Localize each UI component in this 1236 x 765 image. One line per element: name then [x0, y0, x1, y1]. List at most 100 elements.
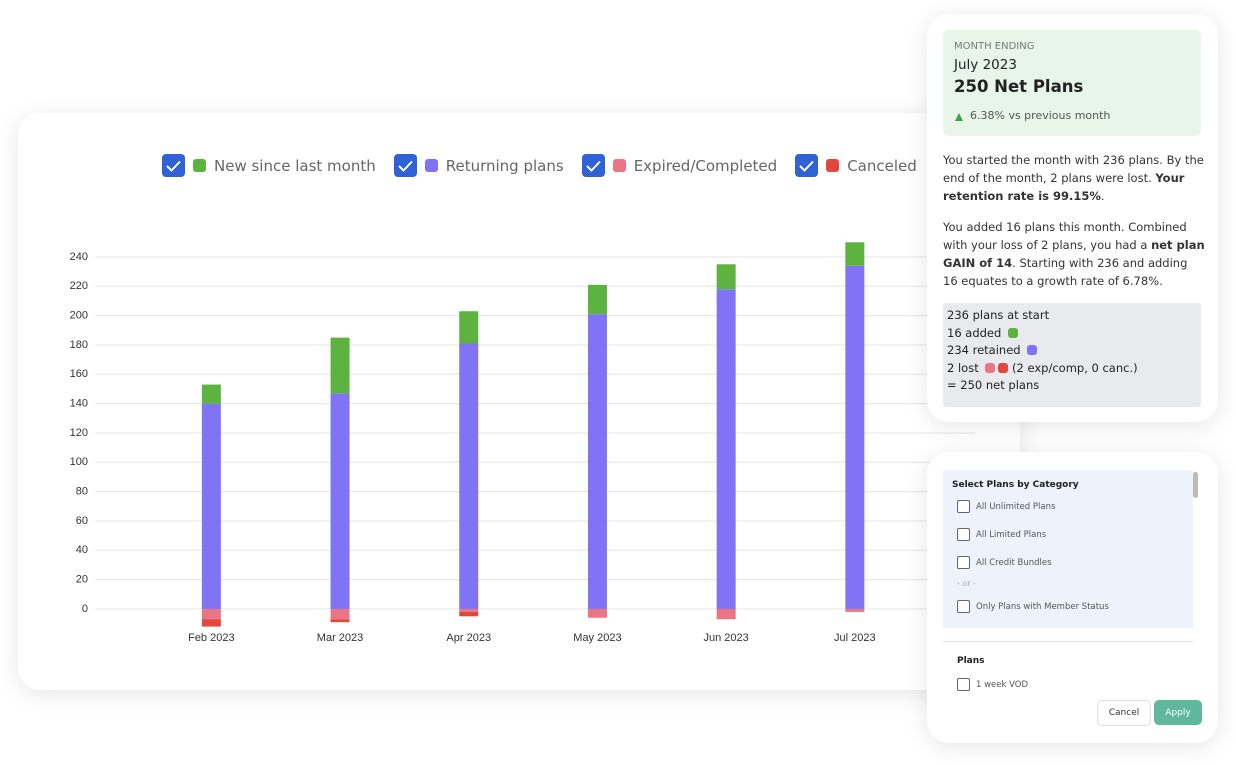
y-tick-label: 100 [70, 456, 88, 468]
text: 234 retained [947, 343, 1021, 358]
option[interactable]: All Unlimited Plans [957, 500, 1055, 513]
x-tick-label: Jul 2023 [834, 632, 876, 644]
x-tick-label: Apr 2023 [446, 632, 491, 644]
swatch [1007, 327, 1018, 338]
filter-panel: Select Plans by Category All Unlimited P… [927, 452, 1218, 743]
option[interactable]: Only Plans with Member Status [957, 600, 1109, 613]
bar-segment [330, 393, 350, 609]
y-tick-label: 120 [70, 427, 88, 439]
swatch [998, 362, 1009, 373]
plans-title: Plans [957, 656, 985, 666]
text: (2 exp/comp, 0 canc.) [1012, 360, 1138, 375]
bar-segment [845, 265, 865, 609]
y-tick-label: 220 [70, 280, 88, 292]
text: You started the month with 236 plans. By… [943, 153, 1204, 185]
line: 234 retained [947, 342, 1197, 360]
option-label: All Unlimited Plans [976, 501, 1056, 512]
y-tick-label: 180 [70, 339, 88, 351]
chart: 0 20 40 60 80 100 120 140 160 180 200 220 240 Feb 202… [70, 242, 975, 644]
bar-segment [587, 608, 607, 618]
bar-segment [201, 608, 221, 620]
legend-swatch [612, 159, 626, 172]
legend-item[interactable]: New since last month [162, 154, 376, 177]
legend-item[interactable]: Expired/Completed [581, 154, 777, 177]
swatch [1027, 345, 1038, 356]
scrollbar[interactable] [1193, 472, 1198, 498]
option-label: All Limited Plans [976, 529, 1047, 540]
bar-segment [330, 608, 350, 620]
apply-button[interactable]: Apply [1154, 700, 1202, 725]
bar-segment [459, 611, 479, 617]
legend-label: Canceled [847, 156, 917, 175]
bar-segment [330, 337, 350, 394]
legend-swatch [424, 159, 438, 172]
bar-segment [587, 314, 607, 609]
y-tick-label: 20 [76, 574, 88, 586]
swatch [985, 362, 996, 373]
bar-segment [459, 343, 479, 609]
bar-segment [201, 619, 221, 627]
text: 2 lost [947, 360, 979, 375]
bar-segment [845, 242, 865, 266]
checkbox[interactable] [957, 678, 970, 691]
bar-segment [330, 619, 350, 623]
y-tick-label: 40 [76, 544, 88, 556]
text: 16 added [947, 325, 1002, 340]
legend: New since last month Returning plans Expir… [162, 154, 917, 177]
option[interactable]: All Credit Bundles [957, 556, 1052, 569]
breakdown: 236 plans at start 16 added 234 retained… [943, 303, 1201, 407]
line: 16 added [947, 325, 1197, 343]
bar-segment [845, 608, 865, 612]
legend-item[interactable]: Canceled [795, 154, 917, 177]
legend-swatch [826, 159, 840, 172]
checkbox[interactable] [957, 600, 970, 613]
option-label: Only Plans with Member Status [976, 601, 1109, 612]
x-tick-label: Feb 2023 [188, 632, 234, 644]
option[interactable]: 1 week VOD [957, 678, 1028, 691]
filter-title: Select Plans by Category [952, 480, 1079, 490]
legend-label: New since last month [214, 156, 376, 175]
check [398, 160, 413, 172]
checkbox[interactable] [957, 528, 970, 541]
label: MONTH ENDING [954, 41, 1035, 52]
separator: - or - [957, 579, 977, 588]
checkbox[interactable] [581, 154, 605, 177]
checkbox[interactable] [957, 556, 970, 569]
bar-segment [716, 608, 736, 620]
option[interactable]: All Limited Plans [957, 528, 1046, 541]
check [799, 160, 814, 172]
y-tick-label: 60 [76, 515, 88, 527]
up-arrow [955, 113, 963, 121]
checkbox[interactable] [795, 154, 819, 177]
bar-segment [459, 311, 479, 344]
option-label: All Credit Bundles [976, 557, 1052, 568]
checkbox[interactable] [393, 154, 417, 177]
legend-item[interactable]: Returning plans [393, 154, 564, 177]
y-tick-label: 80 [76, 486, 88, 498]
bar-segment [201, 403, 221, 609]
bar-segment [459, 608, 479, 612]
text: You added 16 plans this month. Combined … [943, 220, 1187, 252]
y-tick-label: 240 [70, 251, 88, 263]
checkbox[interactable] [162, 154, 185, 177]
x-tick-label: Jun 2023 [704, 632, 749, 644]
bar-segment [587, 284, 607, 315]
checkbox[interactable] [957, 500, 970, 513]
paragraph: You started the month with 236 plans. By… [943, 151, 1205, 205]
text: . [1100, 189, 1105, 203]
text: Your retention rate is 99.15% [943, 171, 1185, 203]
month: July 2023 [954, 57, 1017, 73]
legend-label: Returning plans [445, 156, 564, 175]
summary-header: MONTH ENDING July 2023 250 Net Plans 6.3… [943, 30, 1201, 136]
cancel-button[interactable]: Cancel [1097, 700, 1151, 726]
line: = 250 net plans [947, 378, 1040, 393]
check [166, 160, 181, 172]
line: 236 plans at start [947, 308, 1050, 322]
bar-segment [716, 264, 736, 290]
category-box: Select Plans by Category All Unlimited P… [943, 470, 1193, 628]
y-tick-label: 160 [70, 368, 88, 380]
bar-segment [201, 384, 221, 404]
y-tick-label: 0 [82, 603, 88, 615]
text: net plan GAIN of 14 [943, 238, 1205, 270]
